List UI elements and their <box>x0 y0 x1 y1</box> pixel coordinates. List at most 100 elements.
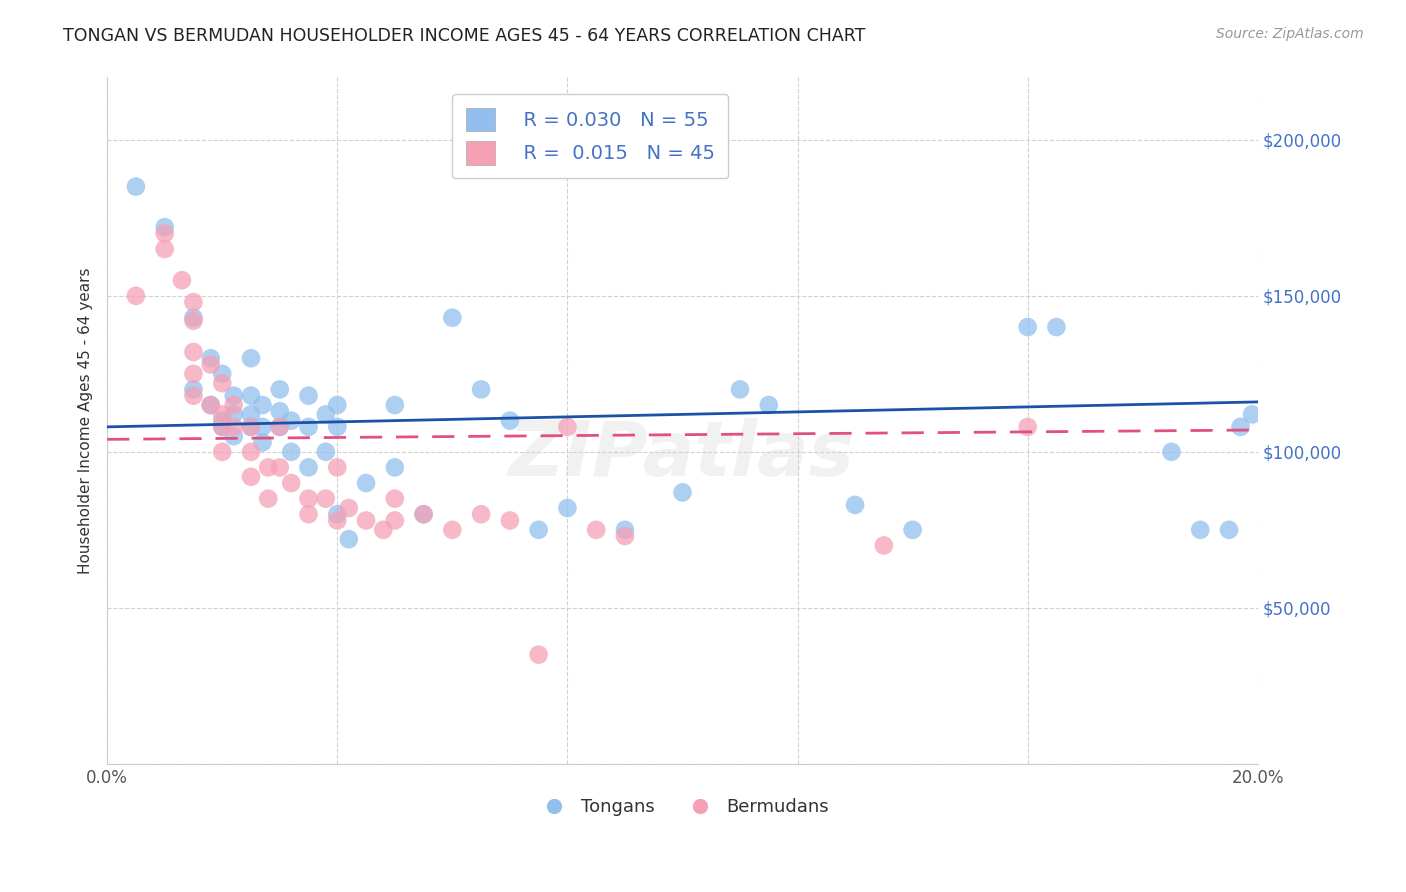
Tongans <box>337 532 360 546</box>
Tongans <box>412 507 434 521</box>
Bermudans <box>470 507 492 521</box>
Bermudans <box>1017 420 1039 434</box>
Tongans <box>354 476 377 491</box>
Tongans <box>297 389 319 403</box>
Tongans <box>315 408 337 422</box>
Bermudans <box>585 523 607 537</box>
Tongans <box>671 485 693 500</box>
Tongans <box>211 367 233 381</box>
Bermudans <box>280 476 302 491</box>
Tongans <box>758 398 780 412</box>
Bermudans <box>557 420 579 434</box>
Text: Source: ZipAtlas.com: Source: ZipAtlas.com <box>1216 27 1364 41</box>
Tongans <box>315 445 337 459</box>
Tongans <box>240 389 263 403</box>
Tongans <box>1160 445 1182 459</box>
Tongans <box>183 383 205 397</box>
Bermudans <box>222 398 245 412</box>
Tongans <box>297 420 319 434</box>
Tongans <box>280 445 302 459</box>
Tongans <box>728 383 751 397</box>
Bermudans <box>257 491 280 506</box>
Bermudans <box>297 507 319 521</box>
Tongans <box>240 351 263 366</box>
Tongans <box>125 179 148 194</box>
Tongans <box>252 435 274 450</box>
Tongans <box>1218 523 1240 537</box>
Tongans <box>1189 523 1212 537</box>
Tongans <box>384 460 406 475</box>
Tongans <box>470 383 492 397</box>
Tongans <box>252 398 274 412</box>
Bermudans <box>240 445 263 459</box>
Bermudans <box>211 376 233 391</box>
Tongans <box>901 523 924 537</box>
Bermudans <box>527 648 550 662</box>
Bermudans <box>326 513 349 527</box>
Tongans <box>527 523 550 537</box>
Bermudans <box>337 500 360 515</box>
Text: ZIPatlas: ZIPatlas <box>509 418 855 492</box>
Y-axis label: Householder Income Ages 45 - 64 years: Householder Income Ages 45 - 64 years <box>79 268 93 574</box>
Bermudans <box>211 420 233 434</box>
Tongans <box>326 507 349 521</box>
Tongans <box>222 389 245 403</box>
Tongans <box>1241 408 1264 422</box>
Bermudans <box>240 420 263 434</box>
Tongans <box>269 383 291 397</box>
Tongans <box>153 220 176 235</box>
Tongans <box>1229 420 1251 434</box>
Bermudans <box>153 227 176 241</box>
Tongans <box>222 429 245 443</box>
Tongans <box>269 420 291 434</box>
Bermudans <box>200 358 222 372</box>
Bermudans <box>373 523 395 537</box>
Bermudans <box>257 460 280 475</box>
Bermudans <box>613 529 636 543</box>
Tongans <box>441 310 464 325</box>
Tongans <box>211 414 233 428</box>
Bermudans <box>222 420 245 434</box>
Bermudans <box>873 538 896 552</box>
Tongans <box>240 408 263 422</box>
Tongans <box>844 498 866 512</box>
Bermudans <box>297 491 319 506</box>
Tongans <box>222 408 245 422</box>
Bermudans <box>441 523 464 537</box>
Bermudans <box>211 445 233 459</box>
Bermudans <box>315 491 337 506</box>
Bermudans <box>354 513 377 527</box>
Tongans <box>297 460 319 475</box>
Tongans <box>211 420 233 434</box>
Text: TONGAN VS BERMUDAN HOUSEHOLDER INCOME AGES 45 - 64 YEARS CORRELATION CHART: TONGAN VS BERMUDAN HOUSEHOLDER INCOME AG… <box>63 27 866 45</box>
Tongans <box>200 351 222 366</box>
Bermudans <box>412 507 434 521</box>
Bermudans <box>384 513 406 527</box>
Bermudans <box>384 491 406 506</box>
Tongans <box>613 523 636 537</box>
Bermudans <box>153 242 176 256</box>
Tongans <box>280 414 302 428</box>
Tongans <box>240 420 263 434</box>
Bermudans <box>269 460 291 475</box>
Bermudans <box>183 314 205 328</box>
Bermudans <box>326 460 349 475</box>
Bermudans <box>240 470 263 484</box>
Tongans <box>1017 320 1039 334</box>
Tongans <box>252 420 274 434</box>
Bermudans <box>125 289 148 303</box>
Bermudans <box>269 420 291 434</box>
Tongans <box>499 414 522 428</box>
Tongans <box>384 398 406 412</box>
Bermudans <box>211 408 233 422</box>
Tongans <box>326 420 349 434</box>
Tongans <box>326 398 349 412</box>
Tongans <box>557 500 579 515</box>
Bermudans <box>183 389 205 403</box>
Tongans <box>200 398 222 412</box>
Bermudans <box>183 295 205 310</box>
Bermudans <box>183 367 205 381</box>
Bermudans <box>183 345 205 359</box>
Tongans <box>183 310 205 325</box>
Tongans <box>1045 320 1067 334</box>
